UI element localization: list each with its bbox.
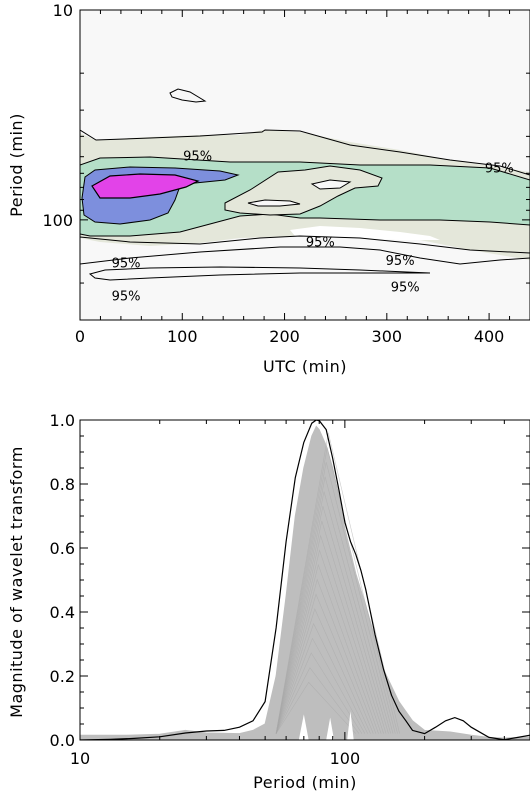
bottom-ticks: 10 100 0.0 0.2 0.4 0.6 0.8 1.0: [50, 411, 530, 768]
contour-line-loop-bottom: [88, 266, 431, 281]
wavelet-streak-line: [275, 681, 357, 734]
contour-95-label: 95%: [306, 235, 335, 250]
bottom-y-tick-label: 0.8: [50, 475, 75, 494]
wavelet-contour-panel: 95% 95% 95% 95% 95% 95% 95% 0 100 200 300 400 10 100…: [7, 1, 530, 376]
wavelet-magnitude-line: [80, 420, 530, 740]
wavelet-streak-line: [275, 462, 396, 734]
contour-95-label: 95%: [112, 256, 141, 271]
wavelet-streak-line: [275, 476, 394, 734]
contour-line-top: [80, 129, 530, 176]
top-x-tick-label: 100: [167, 327, 198, 346]
wavelet-streak-line: [275, 622, 368, 734]
wavelet-streak-line: [275, 652, 363, 734]
wavelet-streak-line: [275, 506, 389, 734]
envelope-notch: [347, 711, 354, 740]
top-y-axis-label: Period (min): [7, 113, 26, 217]
contour-lines: [80, 88, 530, 281]
wavelet-streak-line: [275, 593, 374, 734]
contour-region-magenta: [91, 173, 200, 199]
wavelet-streak-line: [275, 491, 391, 734]
top-x-axis-label: UTC (min): [263, 357, 347, 376]
contour-95-label: 95%: [386, 254, 415, 269]
wavelet-streak-line: [275, 534, 384, 734]
wavelet-streak-line: [275, 637, 366, 734]
bottom-x-axis-label: Period (min): [253, 773, 357, 792]
top-y-tick-label: 100: [42, 211, 73, 230]
contour-95-label: 95%: [112, 290, 141, 305]
wavelet-streak-line: [275, 447, 398, 734]
bottom-y-tick-label: 0.4: [50, 603, 75, 622]
wavelet-streak-line: [275, 667, 360, 734]
bottom-y-axis-label: Magnitude of wavelet transform: [7, 446, 26, 718]
contour-hole-white-1: [310, 179, 352, 190]
magnitude-series: [80, 420, 530, 740]
envelope-notch: [326, 717, 335, 740]
top-x-tick-label: 400: [474, 327, 505, 346]
bottom-y-tick-label: 0.0: [50, 731, 75, 750]
contour-95-label: 95%: [485, 162, 514, 177]
bottom-y-tick-label: 0.6: [50, 539, 75, 558]
bottom-x-tick-label: 10: [70, 749, 90, 768]
bottom-y-tick-label: 0.2: [50, 667, 75, 686]
top-x-tick-label: 300: [372, 327, 403, 346]
contour-fills: [80, 130, 530, 260]
top-x-tick-label: 0: [75, 327, 85, 346]
bottom-x-tick-label: 100: [330, 749, 361, 768]
bottom-y-tick-label: 1.0: [50, 411, 75, 430]
wavelet-streak-line: [275, 578, 377, 734]
contour-line-lower-2: [80, 235, 530, 254]
contour-line-small-island: [169, 88, 207, 103]
contour-hole-white-2: [247, 199, 301, 207]
wavelet-streak-line: [275, 520, 387, 734]
wavelet-magnitude-panel: 10 100 0.0 0.2 0.4 0.6 0.8 1.0 Period (min) Mag…: [7, 411, 530, 792]
wavelet-streak-line: [275, 563, 379, 734]
top-ticks: 0 100 200 300 400 10 100: [42, 1, 530, 346]
envelope-notch: [298, 714, 309, 740]
wavelet-streak-line: [275, 608, 371, 734]
top-y-tick-label: 10: [53, 1, 73, 20]
contour-labels: 95% 95% 95% 95% 95% 95% 95%: [112, 150, 514, 305]
wavelet-streak-line: [275, 432, 400, 734]
contour-95-label: 95%: [183, 150, 212, 165]
contour-line-lower-1: [80, 246, 530, 265]
contour-95-label: 95%: [391, 280, 420, 295]
wavelet-streak-line: [275, 549, 382, 734]
top-x-tick-label: 200: [269, 327, 300, 346]
